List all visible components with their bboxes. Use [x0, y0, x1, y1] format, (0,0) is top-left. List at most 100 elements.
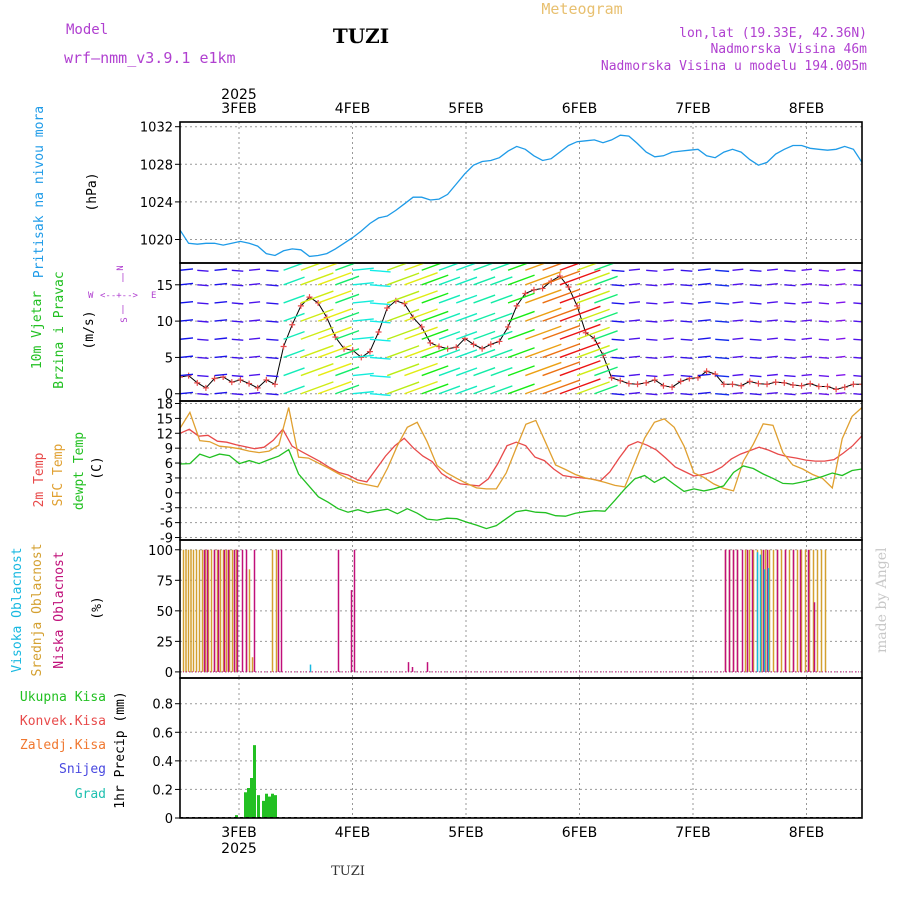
wind-barb: [456, 385, 478, 395]
pressure-unit: (hPa): [85, 172, 100, 211]
wind-barb: [438, 349, 461, 359]
wind-barb: [611, 302, 625, 305]
wind-speed-marker: [194, 379, 201, 386]
wind-speed-marker: [479, 345, 486, 352]
wind-barb: [352, 336, 374, 340]
wind-speed-marker: [427, 339, 434, 346]
dir-e: E: [151, 291, 156, 301]
wind-speed-marker: [755, 380, 762, 387]
wind-speed-marker: [677, 378, 684, 385]
temp2m-ylabel: 2m Temp: [32, 452, 47, 507]
model-value: wrf—nmm_v3.9.1 e1km: [64, 49, 236, 67]
wind-barb: [456, 312, 478, 322]
wind-barb: [335, 275, 360, 286]
wind-barb: [680, 338, 693, 341]
wind-barb: [663, 373, 674, 377]
wind-barb: [507, 365, 535, 377]
precip-bar: [257, 795, 260, 818]
wind-barb: [697, 337, 711, 340]
wind-barb: [438, 263, 461, 271]
wind-barb: [525, 270, 562, 286]
y-tick-label: 1032: [140, 121, 173, 136]
wind-barb: [421, 292, 449, 304]
wind-barb: [646, 338, 658, 341]
wind-barb: [386, 363, 420, 377]
wind-barb: [421, 383, 449, 395]
wind-barb: [456, 294, 478, 304]
wind-barb: [507, 383, 535, 395]
wind-speed-marker: [720, 381, 727, 388]
wind-barb: [749, 356, 762, 360]
wind-barb: [404, 290, 438, 304]
wind-barb: [749, 320, 762, 323]
wind-barb: [438, 367, 461, 377]
wind-barb: [507, 263, 530, 271]
wind-barb: [784, 338, 796, 341]
wind-barb: [404, 380, 438, 395]
wind-barb: [473, 367, 496, 377]
meteogram-title: Meteogram: [541, 0, 622, 18]
precip-bar: [250, 778, 253, 818]
wind-speed-marker: [634, 381, 641, 388]
wind-speed-marker: [850, 381, 857, 388]
wind-barb: [594, 311, 618, 322]
svg-text:<--+-->: <--+-->: [100, 291, 139, 301]
wind-barb: [853, 393, 862, 396]
wind-barb: [594, 366, 618, 377]
wind-barb: [266, 356, 279, 360]
wind-barb: [248, 391, 261, 395]
wind-speed-marker: [617, 377, 624, 384]
wind-barb: [663, 392, 674, 395]
line-pressure: [180, 134, 862, 258]
wind-barb: [732, 337, 744, 340]
wind-barb: [576, 263, 600, 271]
y-tick-label: 75: [156, 574, 173, 589]
top-date-labels: 3FEB 4FEB 5FEB 6FEB 7FEB 8FEB: [221, 101, 824, 117]
wind-barb: [197, 269, 209, 272]
panel-precip: 0 0.2 0.4 0.6 0.8: [152, 677, 863, 827]
wind-barb: [473, 276, 496, 286]
wind-barb: [231, 393, 244, 396]
wind-barb: [507, 310, 535, 322]
wind-barb: [335, 384, 360, 395]
wind-barb: [421, 310, 449, 322]
wind-barb: [386, 272, 420, 286]
wind-barb: [473, 312, 496, 322]
wind-barb: [836, 337, 846, 340]
wind-barb: [818, 393, 830, 396]
y-axis-titles: Pritisak na nivou mora (hPa) 10m Vjetar …: [10, 106, 156, 809]
wind-barb: [836, 268, 846, 271]
precip-bar: [235, 815, 238, 818]
wind-barb: [559, 360, 601, 377]
wind-barb: [317, 326, 352, 340]
wind-barb: [525, 343, 562, 359]
date-tick-top: 8FEB: [789, 101, 824, 117]
panel-frame: [179, 121, 863, 264]
pressure-ylabel: Pritisak na nivou mora: [32, 106, 47, 278]
svg-text:|: |: [120, 305, 125, 315]
wind-barb: [715, 302, 730, 305]
wind-barb: [853, 302, 862, 305]
wind-barb: [801, 268, 813, 271]
high-cloud-ylabel: Visoka Oblacnost: [10, 547, 25, 672]
date-tick-bottom: 5FEB: [448, 825, 483, 841]
wind-barb: [456, 276, 478, 286]
wind-barb: [197, 284, 209, 287]
wind-barb: [818, 374, 830, 378]
wind-speed-marker: [841, 384, 848, 391]
wind-barb: [180, 337, 194, 340]
wind-barb: [525, 307, 562, 322]
wind-speed-marker: [487, 341, 494, 348]
wind-barb: [853, 284, 862, 287]
wind-barb: [197, 356, 209, 360]
wind-barb: [525, 361, 562, 377]
wind-barb: [214, 282, 228, 286]
series-wind: [180, 263, 862, 397]
wind-barb: [214, 373, 228, 377]
wind-barb: [646, 269, 658, 272]
wind-barb: [801, 373, 813, 377]
wind-barb: [283, 263, 305, 271]
wind-barb: [576, 344, 610, 359]
wind-barb: [335, 348, 360, 359]
wind-barb: [542, 379, 581, 395]
